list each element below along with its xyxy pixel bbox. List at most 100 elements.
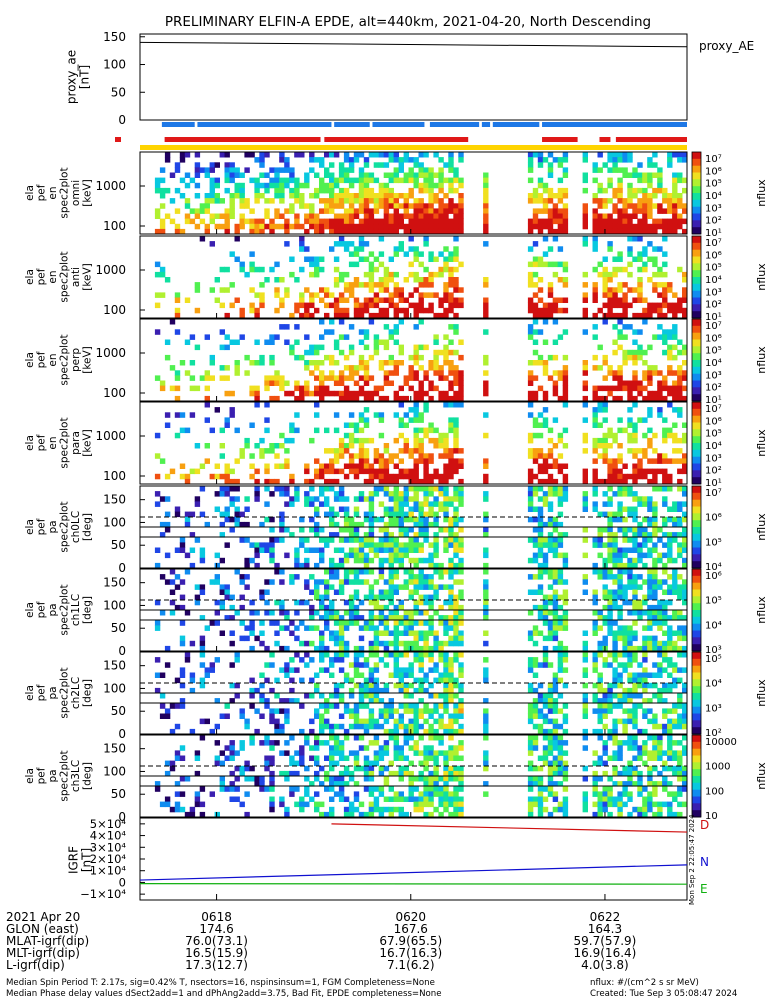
spectrogram-cell bbox=[373, 682, 380, 689]
spectrogram-cell bbox=[259, 228, 265, 235]
spectrogram-cell bbox=[338, 203, 345, 209]
spectrogram-cell bbox=[319, 370, 325, 376]
spectrogram-cell bbox=[378, 297, 385, 303]
spectrogram-cell bbox=[557, 496, 564, 502]
spectrogram-cell bbox=[617, 589, 623, 595]
spectrogram-cell bbox=[418, 652, 424, 658]
spectrogram-cell bbox=[398, 307, 404, 314]
spectrogram-cell bbox=[622, 693, 628, 699]
spectrogram-cell bbox=[154, 657, 161, 663]
spectrogram-cell bbox=[338, 579, 345, 585]
spectrogram-cell bbox=[448, 693, 454, 699]
spectrogram-cell bbox=[269, 448, 275, 454]
spectrogram-cell bbox=[642, 246, 648, 252]
spectrogram-cell bbox=[199, 557, 206, 564]
spectrogram-cell bbox=[617, 370, 623, 376]
spectrogram-cell bbox=[438, 251, 444, 257]
spectrogram-cell bbox=[398, 319, 404, 325]
spectrogram-cell bbox=[597, 261, 603, 268]
spectrogram-cell bbox=[164, 412, 171, 418]
spectrogram-cell bbox=[274, 208, 280, 214]
spectrogram-cell bbox=[353, 473, 360, 480]
spectrogram-cell bbox=[398, 177, 404, 184]
spectrogram-cell bbox=[612, 458, 618, 464]
spectrogram-cell bbox=[319, 667, 325, 673]
spectrogram-cell bbox=[642, 251, 648, 257]
spectrogram-ytick-label: 100 bbox=[103, 681, 126, 695]
spectrogram-cell bbox=[458, 501, 464, 507]
spectrogram-cell bbox=[667, 344, 673, 351]
spectrogram-cell bbox=[388, 453, 394, 459]
spectrogram-cell bbox=[527, 657, 534, 663]
spectrogram-cell bbox=[443, 527, 449, 533]
spectrogram-cell bbox=[304, 740, 310, 746]
spectrogram-ylabel: ela pef en spec2plot para [keV] bbox=[24, 417, 94, 468]
spectrogram-cell bbox=[398, 468, 404, 475]
spectrogram-cell bbox=[632, 297, 638, 303]
spectrogram-cell bbox=[333, 307, 340, 314]
spectrogram-cell bbox=[294, 182, 300, 189]
spectrogram-cell bbox=[264, 662, 270, 668]
spectrogram-cell bbox=[682, 157, 688, 163]
spectrogram-cell bbox=[314, 458, 320, 464]
spectrogram-cell bbox=[383, 213, 390, 219]
spectrogram-cell bbox=[408, 365, 414, 371]
spectrogram-cell bbox=[423, 703, 429, 709]
spectrogram-cell bbox=[314, 584, 320, 590]
spectrogram-cell bbox=[582, 579, 588, 585]
spectrogram-cell bbox=[314, 776, 320, 782]
spectrogram-cell bbox=[269, 198, 275, 204]
spectrogram-cell bbox=[453, 615, 459, 621]
spectrogram-cell bbox=[483, 182, 489, 189]
spectrogram-cell bbox=[304, 491, 310, 497]
spectrogram-cell bbox=[667, 682, 673, 689]
spectrogram-cell bbox=[333, 458, 340, 464]
spectrogram-cell bbox=[329, 506, 335, 512]
spectrogram-cell bbox=[264, 501, 270, 507]
spectrogram-cell bbox=[677, 547, 683, 553]
spectrogram-cell bbox=[483, 463, 489, 469]
spectrogram-cell bbox=[537, 511, 544, 518]
spectrogram-cell bbox=[229, 302, 235, 309]
spectrogram-cell bbox=[657, 182, 663, 189]
spectrogram-cell bbox=[552, 615, 559, 621]
spectrogram-cell bbox=[547, 625, 554, 631]
spectrogram-cell bbox=[652, 193, 658, 199]
spectrogram-cell bbox=[363, 625, 370, 631]
colorbar-swatch bbox=[692, 283, 701, 292]
spectrogram-cell bbox=[483, 667, 489, 673]
spectrogram-cell bbox=[652, 287, 658, 293]
spectrogram-cell bbox=[458, 496, 464, 502]
spectrogram-cell bbox=[552, 682, 559, 689]
spectrogram-cell bbox=[602, 458, 608, 464]
spectrogram-cell bbox=[438, 473, 444, 480]
spectrogram-frame bbox=[139, 151, 688, 235]
spectrogram-cell bbox=[353, 370, 360, 376]
spectrogram-cell bbox=[189, 360, 196, 366]
spectrogram-cell bbox=[547, 302, 554, 309]
spectrogram-cell bbox=[597, 271, 603, 278]
spectrogram-cell bbox=[612, 187, 618, 194]
spectrogram-cell bbox=[652, 307, 658, 314]
spectrogram-cell bbox=[483, 172, 489, 178]
spectrogram-cell bbox=[234, 297, 240, 303]
spectrogram-cell bbox=[398, 682, 404, 689]
spectrogram-cell bbox=[373, 453, 380, 459]
spectrogram-cell bbox=[388, 187, 394, 194]
spectrogram-cell bbox=[458, 662, 464, 668]
spectrogram-cell bbox=[319, 630, 325, 636]
spectrogram-cell bbox=[169, 589, 176, 595]
spectrogram-cell bbox=[403, 297, 409, 303]
spectrogram-cell bbox=[319, 486, 325, 492]
spectrogram-cell bbox=[622, 667, 628, 673]
spectrogram-cell bbox=[602, 604, 608, 611]
spectrogram-cell bbox=[264, 478, 270, 485]
spectrogram-cell bbox=[637, 728, 643, 735]
spectrogram-cell bbox=[319, 266, 325, 273]
spectrogram-cell bbox=[622, 228, 628, 235]
spectrogram-cell bbox=[378, 360, 385, 366]
spectrogram-cell bbox=[368, 213, 375, 219]
spectrogram-cell bbox=[309, 349, 315, 356]
spectrogram-cell bbox=[348, 468, 355, 475]
spectrogram-cell bbox=[343, 652, 350, 658]
